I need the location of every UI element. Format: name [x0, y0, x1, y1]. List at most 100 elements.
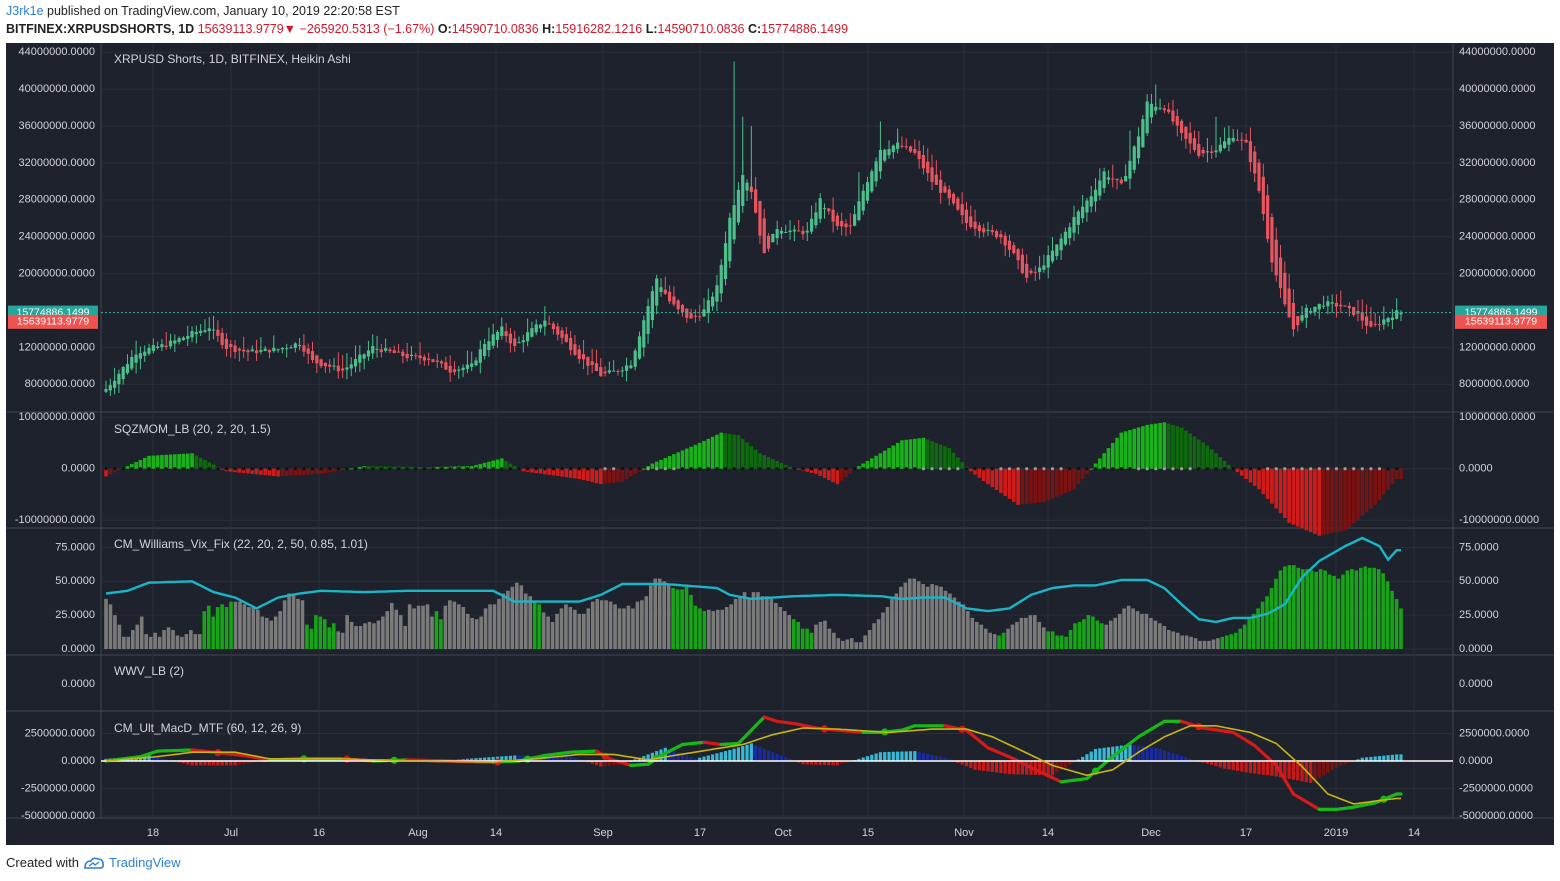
vix-bar [1082, 619, 1086, 649]
macd-hist-bar [1313, 761, 1317, 781]
vix-bar [456, 604, 461, 649]
sqz-bar [392, 466, 397, 469]
vix-bar [760, 596, 765, 649]
sqz-bar [676, 452, 681, 469]
sqz-bar [1369, 468, 1373, 509]
macd-hist-bar [904, 751, 908, 761]
candle-body [409, 354, 414, 357]
sqz-bar [745, 442, 749, 469]
candle-body [637, 336, 642, 359]
vix-bar [858, 642, 863, 649]
macd-hist-bar [1201, 761, 1205, 763]
vix-bar [836, 638, 841, 649]
vix-bar [934, 585, 939, 649]
candle-body [896, 142, 900, 149]
open-value: 14590710.0836 [451, 22, 539, 36]
vix-bar [1390, 590, 1394, 649]
sqz-dot [1007, 467, 1012, 471]
sqz-dot [964, 467, 969, 471]
candle-body [577, 349, 581, 359]
candle-body [1399, 312, 1403, 315]
low-label: L: [645, 22, 658, 36]
candle-body [723, 243, 728, 280]
sqz-bar [1037, 468, 1042, 503]
macd-hist-bar [986, 761, 990, 772]
low-value: 14590710.0836 [657, 22, 745, 36]
sqz-dot [1309, 467, 1313, 471]
candle-body [121, 367, 125, 380]
sqz-dot [414, 467, 418, 471]
time-axis-label: 15 [862, 827, 874, 839]
sqz-dot [973, 467, 977, 471]
sqz-bar [289, 468, 293, 476]
sqz-dot [672, 467, 676, 471]
vix-bar [1015, 621, 1019, 649]
macd-hist-bar [1257, 761, 1261, 775]
macd-hist-bar [896, 751, 900, 761]
macd-hist-bar [1136, 745, 1141, 761]
candle-body [801, 230, 805, 235]
sqz-bar [878, 453, 883, 469]
vix-bar [876, 619, 881, 649]
tradingview-link[interactable]: TradingView [108, 855, 181, 870]
sqz-dot [887, 467, 891, 471]
vix-bar [747, 597, 751, 649]
sqz-bar [125, 466, 130, 469]
vix-bar [640, 600, 644, 649]
sqz-bar [999, 468, 1003, 494]
sqz-bar [672, 454, 676, 469]
macd-hist-bar [646, 754, 650, 761]
sqz-dot [1248, 467, 1253, 471]
vix-bar [662, 581, 666, 649]
sqz-bar [190, 453, 194, 469]
chart-canvas[interactable]: 18 Jul 16 Aug 14 Sep 17 Oct 15 Nov 14 Dec 17 2019 14 44… [6, 43, 1554, 845]
candle-body [1076, 211, 1080, 225]
candle-body [943, 186, 947, 193]
vix-bar [1376, 569, 1381, 649]
sqz-dot [982, 467, 986, 471]
vix-panel-title: CM_Williams_Vix_Fix (22, 20, 2, 50, 0.85… [114, 537, 368, 551]
sqz-bar [254, 468, 259, 475]
sqz-bar [108, 468, 113, 475]
candle-body [685, 308, 689, 318]
sqz-bar [1287, 468, 1291, 523]
price-axis-tick-left: 28000000.0000 [19, 194, 95, 206]
macd-hist-bar [500, 756, 504, 761]
candle-body [199, 330, 203, 334]
macd-hist-bar [939, 756, 943, 761]
sqz-bar [181, 453, 186, 469]
macd-hist-bar [1016, 761, 1020, 775]
sqz-bar [573, 468, 577, 479]
sqz-bar [1033, 468, 1038, 504]
sqz-bar [495, 459, 500, 469]
vix-bar [1158, 623, 1162, 649]
macd-hist-bar [607, 761, 611, 766]
candle-body [134, 354, 138, 363]
vix-bar [724, 607, 729, 649]
author-link[interactable]: J3rk1e [6, 4, 44, 18]
vix-bar [327, 627, 332, 649]
sqz-dot [1240, 467, 1244, 471]
price-axis-tick-left: 32000000.0000 [19, 157, 95, 169]
candle-body [1171, 110, 1175, 122]
sqz-bar [839, 468, 844, 481]
vix-bar [412, 608, 416, 649]
candle-body [1352, 307, 1356, 316]
candle-body [246, 350, 250, 353]
sqz-bar [1399, 468, 1403, 480]
sqz-bar [857, 466, 861, 469]
macd-hist-bar [973, 761, 977, 770]
macd-hist-bar [827, 761, 831, 766]
candle-body [1154, 106, 1158, 111]
macd-axis-tick-left: 2500000.0000 [25, 727, 95, 739]
vix-bar [568, 607, 573, 649]
sqz-bar [732, 434, 736, 469]
vix-bar [1229, 634, 1234, 649]
macd-hist-bar [689, 757, 693, 761]
macd-hist-bar [835, 761, 839, 766]
sqz-bar [1076, 468, 1081, 485]
sqz-axis-tick-left: 10000000.0000 [19, 411, 95, 423]
sqz-dot [801, 467, 805, 471]
macd-hist-bar [1270, 761, 1274, 776]
candle-body [650, 291, 654, 321]
